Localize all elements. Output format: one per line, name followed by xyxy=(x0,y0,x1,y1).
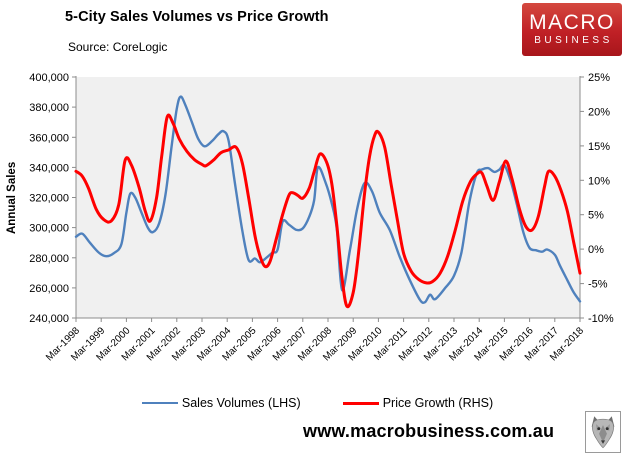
svg-text:15%: 15% xyxy=(588,141,610,153)
series-price-growth xyxy=(74,113,582,309)
legend-label-sales-volumes: Sales Volumes (LHS) xyxy=(181,396,301,410)
chart-title: 5-City Sales Volumes vs Price Growth xyxy=(65,9,329,25)
legend-swatch-price-growth xyxy=(342,401,379,405)
wolf-logo xyxy=(585,411,621,453)
chart-source: Source: CoreLogic xyxy=(68,40,168,54)
y-axis-right: 25% 20% 15% 10% 5% 0% -5% -10% xyxy=(580,72,614,325)
footer-url: www.macrobusiness.com.au xyxy=(303,421,555,441)
svg-text:240,000: 240,000 xyxy=(29,313,69,325)
svg-text:380,000: 380,000 xyxy=(29,102,69,114)
svg-text:25%: 25% xyxy=(588,72,610,84)
legend-swatch-sales-volumes xyxy=(141,401,178,405)
svg-text:10%: 10% xyxy=(588,175,610,187)
svg-text:340,000: 340,000 xyxy=(29,162,69,174)
legend-item-price-growth: Price Growth (RHS) xyxy=(342,396,494,410)
y-axis-title: Annual Sales xyxy=(6,161,18,234)
svg-text:-5%: -5% xyxy=(588,279,608,291)
svg-text:-10%: -10% xyxy=(588,313,614,325)
x-axis: Mar-1998Mar-1999Mar-2000Mar-2001Mar-2002… xyxy=(44,318,586,363)
svg-text:260,000: 260,000 xyxy=(29,283,69,295)
plot-background xyxy=(76,77,580,318)
legend-item-sales-volumes: Sales Volumes (LHS) xyxy=(141,396,301,410)
y-axis-left: 400,000 380,000 360,000 340,000 320,000 300,0… xyxy=(29,72,76,325)
svg-text:400,000: 400,000 xyxy=(29,72,69,84)
legend-label-price-growth: Price Growth (RHS) xyxy=(382,396,494,410)
wolf-icon xyxy=(591,416,615,449)
logo-text-business: BUSINESS xyxy=(534,35,613,46)
svg-text:280,000: 280,000 xyxy=(29,253,69,265)
svg-text:0%: 0% xyxy=(588,244,604,256)
svg-text:300,000: 300,000 xyxy=(29,223,69,235)
legend: Sales Volumes (LHS) Price Growth (RHS) xyxy=(0,396,635,410)
svg-text:320,000: 320,000 xyxy=(29,193,69,205)
svg-text:360,000: 360,000 xyxy=(29,132,69,144)
series-sales-volumes xyxy=(74,95,582,305)
svg-text:20%: 20% xyxy=(588,106,610,118)
macrobusiness-logo: MACRO BUSINESS xyxy=(522,3,622,56)
svg-text:5%: 5% xyxy=(588,210,604,222)
logo-text-macro: MACRO xyxy=(529,11,615,34)
